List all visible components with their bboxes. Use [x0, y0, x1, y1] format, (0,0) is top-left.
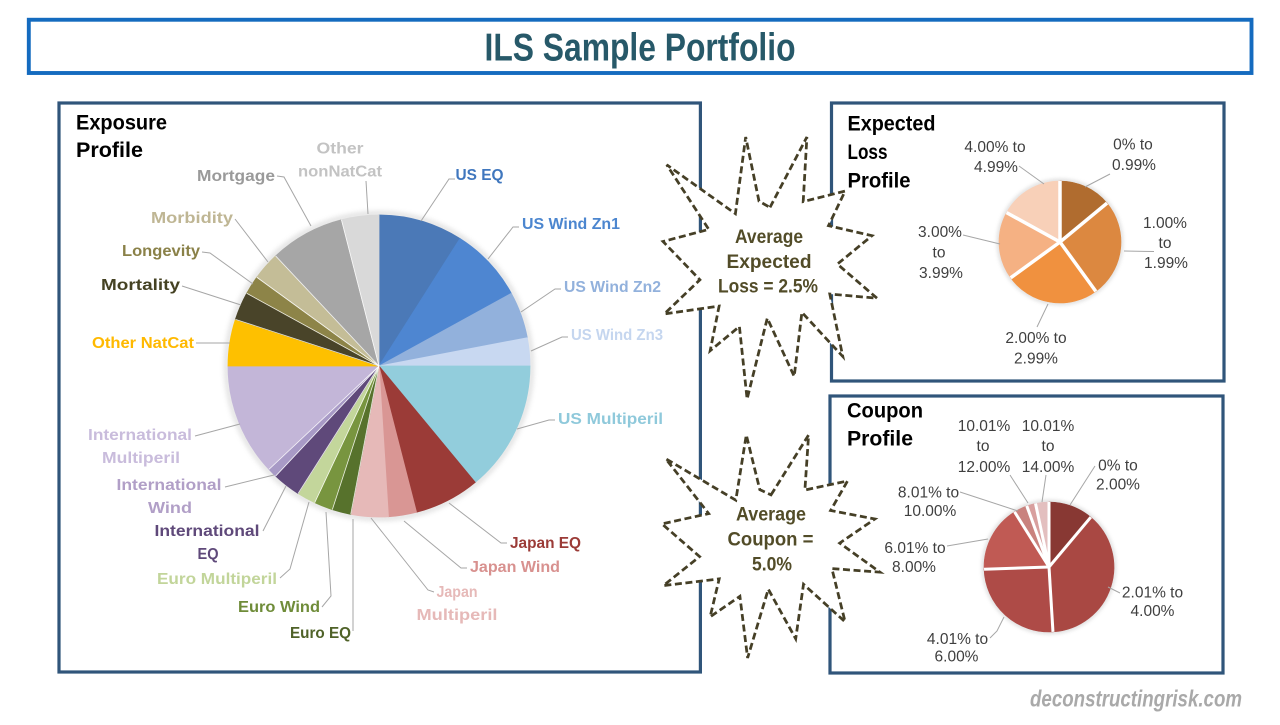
svg-text:2.01% to: 2.01% to [1122, 585, 1183, 602]
svg-text:EQ: EQ [198, 546, 219, 563]
svg-text:to: to [1159, 235, 1172, 252]
svg-text:Other NatCat: Other NatCat [92, 335, 195, 352]
svg-text:to: to [977, 438, 990, 455]
svg-text:Mortgage: Mortgage [197, 168, 275, 185]
svg-text:Profile: Profile [847, 428, 913, 451]
svg-text:US EQ: US EQ [456, 167, 504, 184]
svg-text:0.99%: 0.99% [1112, 157, 1156, 174]
svg-text:Coupon =: Coupon = [728, 530, 814, 551]
svg-text:14.00%: 14.00% [1022, 459, 1075, 476]
svg-text:4.00% to: 4.00% to [964, 139, 1025, 156]
svg-text:Exposure: Exposure [76, 112, 167, 135]
svg-text:Coupon: Coupon [847, 400, 923, 423]
svg-text:10.01%: 10.01% [1022, 418, 1075, 435]
svg-text:6.01% to: 6.01% to [884, 540, 945, 557]
svg-text:4.01% to: 4.01% to [927, 631, 988, 648]
svg-text:10.01%: 10.01% [958, 418, 1011, 435]
svg-text:Profile: Profile [848, 170, 911, 193]
svg-text:8.01% to: 8.01% to [898, 485, 959, 502]
svg-text:Other: Other [317, 141, 364, 158]
svg-text:to: to [933, 245, 946, 262]
svg-text:Profile: Profile [76, 139, 143, 162]
svg-text:Wind: Wind [148, 500, 192, 517]
svg-text:Mortality: Mortality [101, 277, 180, 294]
svg-text:2.99%: 2.99% [1014, 351, 1058, 368]
svg-text:Expected: Expected [727, 252, 812, 273]
svg-text:Japan Wind: Japan Wind [470, 559, 560, 576]
svg-text:2.00% to: 2.00% to [1005, 330, 1066, 347]
svg-text:0% to: 0% to [1098, 458, 1138, 475]
svg-text:Loss = 2.5%: Loss = 2.5% [718, 277, 818, 298]
svg-text:International: International [117, 477, 222, 494]
svg-text:2.00%: 2.00% [1096, 477, 1140, 494]
svg-text:Longevity: Longevity [122, 243, 200, 260]
svg-text:8.00%: 8.00% [892, 559, 936, 576]
svg-text:Multiperil: Multiperil [102, 450, 180, 467]
svg-text:10.00%: 10.00% [904, 503, 957, 520]
svg-text:Euro EQ: Euro EQ [290, 625, 351, 642]
svg-text:12.00%: 12.00% [958, 459, 1011, 476]
svg-text:nonNatCat: nonNatCat [298, 164, 383, 181]
svg-text:Loss: Loss [848, 141, 888, 164]
svg-text:US Multiperil: US Multiperil [558, 411, 663, 428]
svg-text:International: International [88, 427, 192, 444]
svg-text:International: International [155, 523, 260, 540]
svg-text:US Wind Zn1: US Wind Zn1 [522, 216, 620, 233]
svg-text:3.99%: 3.99% [919, 265, 963, 282]
svg-text:Morbidity: Morbidity [151, 210, 233, 227]
svg-text:Average: Average [736, 505, 806, 526]
svg-text:Japan EQ: Japan EQ [510, 535, 581, 552]
svg-text:to: to [1042, 438, 1055, 455]
svg-text:Euro Wind: Euro Wind [238, 599, 320, 616]
svg-text:US Wind Zn3: US Wind Zn3 [571, 327, 663, 344]
svg-text:3.00%: 3.00% [918, 224, 962, 241]
svg-text:0% to: 0% to [1113, 137, 1153, 154]
svg-text:5.0%: 5.0% [752, 555, 792, 576]
svg-text:ILS Sample Portfolio: ILS Sample Portfolio [485, 27, 796, 70]
svg-text:Expected: Expected [848, 113, 936, 136]
svg-text:1.99%: 1.99% [1144, 255, 1188, 272]
svg-text:Average: Average [735, 227, 803, 248]
svg-text:4.99%: 4.99% [974, 159, 1018, 176]
svg-text:US Wind Zn2: US Wind Zn2 [564, 279, 661, 296]
svg-text:Japan: Japan [437, 584, 478, 601]
svg-text:deconstructingrisk.com: deconstructingrisk.com [1030, 686, 1242, 712]
svg-text:4.00%: 4.00% [1131, 603, 1175, 620]
svg-text:Multiperil: Multiperil [417, 607, 498, 624]
svg-text:6.00%: 6.00% [935, 649, 979, 666]
svg-text:1.00%: 1.00% [1143, 215, 1187, 232]
svg-text:Euro Multiperil: Euro Multiperil [157, 571, 277, 588]
